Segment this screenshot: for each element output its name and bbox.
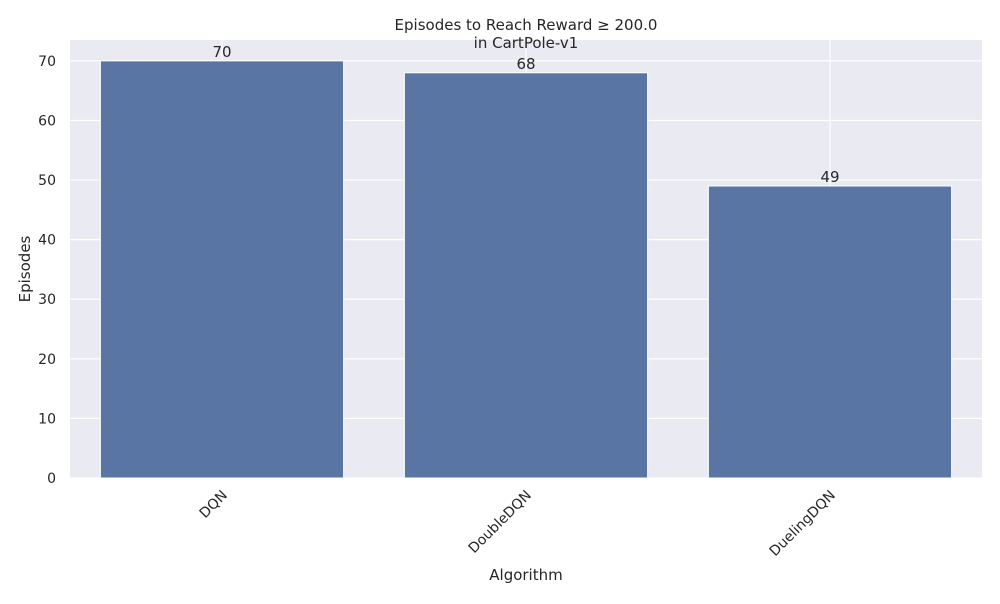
y-tick-label: 70 (38, 54, 56, 70)
data-label: 70 (212, 43, 231, 61)
y-tick-label: 30 (38, 292, 56, 308)
bar-doubledqn (403, 72, 649, 479)
y-tick-label: 60 (38, 113, 56, 129)
bars (99, 60, 953, 479)
x-tick-label: DuelingDQN (767, 488, 839, 560)
x-axis-ticks: DQN DoubleDQN DuelingDQN (197, 488, 839, 560)
y-axis-label: Episodes (16, 235, 34, 302)
y-tick-label: 0 (47, 471, 56, 487)
x-axis-label: Algorithm (489, 566, 562, 584)
data-labels: 70 68 49 (212, 43, 839, 186)
bar-dqn (99, 60, 345, 479)
chart-title: Episodes to Reach Reward ≥ 200.0 (395, 16, 658, 34)
y-tick-label: 50 (38, 173, 56, 189)
x-tick-label: DoubleDQN (466, 488, 535, 557)
chart-subtitle: in CartPole-v1 (474, 34, 579, 52)
y-tick-label: 10 (38, 411, 56, 427)
data-label: 49 (820, 168, 839, 186)
x-tick-label: DQN (197, 488, 231, 522)
y-axis-ticks: 0 10 20 30 40 50 60 70 (38, 54, 56, 487)
bar-duelingdqn (707, 185, 953, 479)
data-label: 68 (516, 55, 535, 73)
y-tick-label: 40 (38, 233, 56, 249)
y-tick-label: 20 (38, 352, 56, 368)
